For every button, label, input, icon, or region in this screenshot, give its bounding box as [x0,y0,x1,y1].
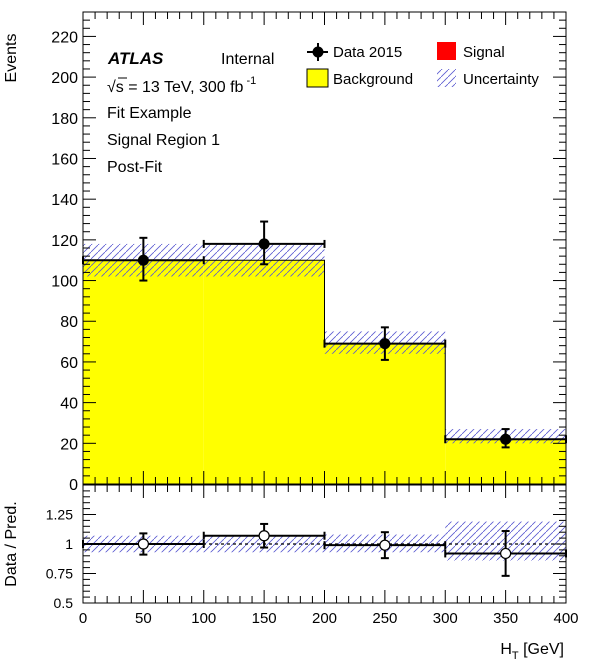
x-tick-label: 250 [372,610,397,627]
annotation-line-2: Signal Region 1 [107,132,220,149]
legend-uncertainty-swatch [437,69,456,87]
annotation-line-1: Fit Example [107,105,192,122]
main-panel: 0 20 40 60 80 100 120 140 160 180 200 220 Events AT… [3,11,567,494]
y-tick-label: 80 [60,314,78,331]
y-tick-label: 40 [60,396,78,413]
ratio-x-axis: 0 50 100 150 200 250 300 350 400 [79,485,579,627]
data-point [202,220,326,266]
legend-signal-swatch [437,42,456,60]
legend-data-marker [312,46,324,58]
data-point [323,326,447,361]
ratio-marker [258,530,270,542]
ratio-y-tick-label: 1.25 [46,507,73,523]
y-tick-label: 100 [51,274,78,291]
ratio-marker [500,547,512,560]
legend-label-uncertainty: Uncertainty [463,71,539,88]
y-tick-label: 0 [69,477,78,494]
x-tick-label: 100 [191,610,216,627]
ratio-y-label: Data / Pred. [3,501,20,586]
legend: Data 2015 Signal Background Uncertainty [306,42,539,88]
data-marker [258,238,270,250]
data-marker [500,433,512,445]
atlas-label: ATLAS [107,49,164,68]
ratio-point [444,530,567,577]
main-y-axis: 0 20 40 60 80 100 120 140 160 180 200 220 [51,11,567,494]
x-tick-label: 350 [493,610,518,627]
legend-item-signal: Signal [437,42,505,61]
data-point [82,236,205,282]
x-tick-label: 50 [135,610,152,627]
y-tick-label: 180 [51,111,78,128]
ratio-point [323,531,447,560]
ratio-marker [137,538,149,550]
x-axis-label: HT [GeV] [500,641,564,662]
y-tick-label: 220 [51,29,78,46]
legend-label-data: Data 2015 [333,44,402,61]
background-bar [203,260,325,484]
ratio-point [202,522,326,549]
data-marker [379,338,391,350]
data-marker [137,254,149,266]
main-plot-area [82,220,567,484]
x-tick-label: 200 [312,610,337,627]
legend-item-data: Data 2015 [307,43,402,61]
main-y-label: Events [3,34,20,83]
y-tick-label: 60 [60,355,78,372]
ratio-plot-area [82,521,567,577]
y-tick-label: 200 [51,70,78,87]
energy-superscript: -1 [246,75,256,87]
x-tick-label: 300 [433,610,458,627]
y-tick-label: 120 [51,233,78,250]
y-tick-label: 140 [51,192,78,209]
ratio-y-tick-label: 0.5 [54,595,74,611]
ratio-panel: 0.5 0.75 1 1.25 0 50 100 150 200 250 300 350 400 Da… [3,484,579,662]
background-bar [83,260,204,484]
background-bar [324,343,446,484]
y-tick-label: 160 [51,151,78,168]
annotation-block: ATLAS Internal √s = 13 TeV, 300 fb -1 Fit… [107,49,274,176]
legend-item-background: Background [306,68,413,88]
legend-label-background: Background [333,71,413,88]
legend-item-uncertainty: Uncertainty [437,69,539,88]
ratio-y-axis: 0.5 0.75 1 1.25 [46,490,566,611]
status-label: Internal [221,51,274,68]
ratio-y-tick-label: 0.75 [46,566,73,582]
y-tick-label: 20 [60,436,78,453]
x-tick-label: 400 [553,610,578,627]
ratio-marker [379,539,391,551]
x-tick-label: 150 [252,610,277,627]
legend-background-swatch [306,68,329,88]
x-tick-label: 0 [79,610,87,627]
x-axis-label-subscript: T [512,650,519,662]
legend-label-signal: Signal [463,44,505,61]
energy-label: √s = 13 TeV, 300 fb -1 [107,75,256,96]
ratio-y-tick-label: 1 [65,536,73,552]
annotation-line-3: Post-Fit [107,159,163,176]
